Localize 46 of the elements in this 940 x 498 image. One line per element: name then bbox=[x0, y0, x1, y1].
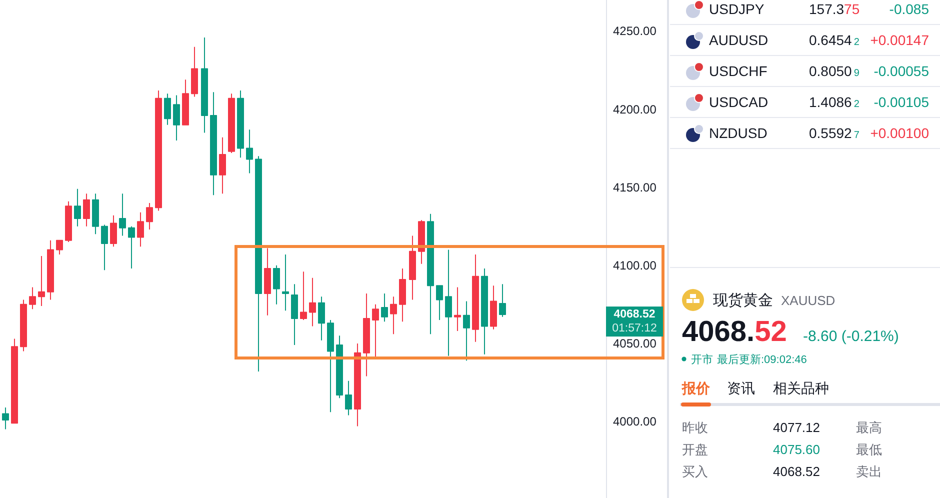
text: NZDUSD bbox=[709, 125, 768, 141]
price-label: 4068.52 01:57:12 bbox=[606, 306, 663, 337]
text: 2 bbox=[854, 99, 860, 110]
text: 报价 bbox=[681, 380, 711, 396]
text: 0.6454 bbox=[809, 32, 852, 48]
text: 52 bbox=[754, 316, 787, 348]
text: 相关品种 bbox=[773, 380, 829, 396]
text: USDCHF bbox=[709, 63, 768, 79]
text: 最高 bbox=[856, 420, 882, 435]
text: 75 bbox=[844, 1, 860, 17]
text: -8.60 (-0.21%) bbox=[803, 328, 899, 345]
text: 买入 bbox=[682, 464, 708, 479]
text: 4068. bbox=[682, 316, 755, 348]
text: 卖出 bbox=[856, 464, 882, 479]
text: 现货黄金 bbox=[713, 292, 773, 309]
text: -0.00105 bbox=[874, 94, 930, 110]
text: XAUUSD bbox=[781, 293, 836, 308]
text: 7 bbox=[854, 130, 860, 141]
text: 最后更新:09:02:46 bbox=[717, 353, 807, 366]
text: 1.4086 bbox=[809, 94, 852, 110]
y-tick-label: 4100.00 bbox=[613, 258, 656, 272]
text: 4077.12 bbox=[773, 420, 820, 435]
text: 0.5592 bbox=[809, 125, 852, 141]
text: USDCAD bbox=[709, 94, 768, 110]
text: 4068.52 bbox=[773, 464, 820, 479]
text: USDJPY bbox=[709, 1, 765, 17]
text: 2 bbox=[854, 37, 860, 48]
text: +0.00147 bbox=[870, 32, 930, 48]
text: 开盘 bbox=[682, 442, 708, 457]
text: 0.8050 bbox=[809, 63, 852, 79]
text: 开市 bbox=[691, 353, 713, 366]
text: -0.00055 bbox=[874, 63, 930, 79]
text: 昨收 bbox=[682, 420, 708, 435]
y-tick-label: 4150.00 bbox=[613, 180, 656, 194]
text: AUDUSD bbox=[709, 32, 768, 48]
text: 最低 bbox=[856, 442, 882, 457]
y-tick-label: 4050.00 bbox=[613, 336, 656, 350]
text: -0.085 bbox=[889, 1, 930, 17]
y-tick-label: 4000.00 bbox=[613, 414, 656, 428]
text: 4075.60 bbox=[773, 442, 820, 457]
text: +0.00100 bbox=[870, 125, 930, 141]
y-tick-label: 4200.00 bbox=[613, 102, 656, 116]
text: 资讯 bbox=[727, 380, 755, 396]
y-tick-label: 4250.00 bbox=[613, 24, 656, 38]
text: 157.3 bbox=[809, 1, 844, 17]
text: 9 bbox=[854, 68, 860, 79]
